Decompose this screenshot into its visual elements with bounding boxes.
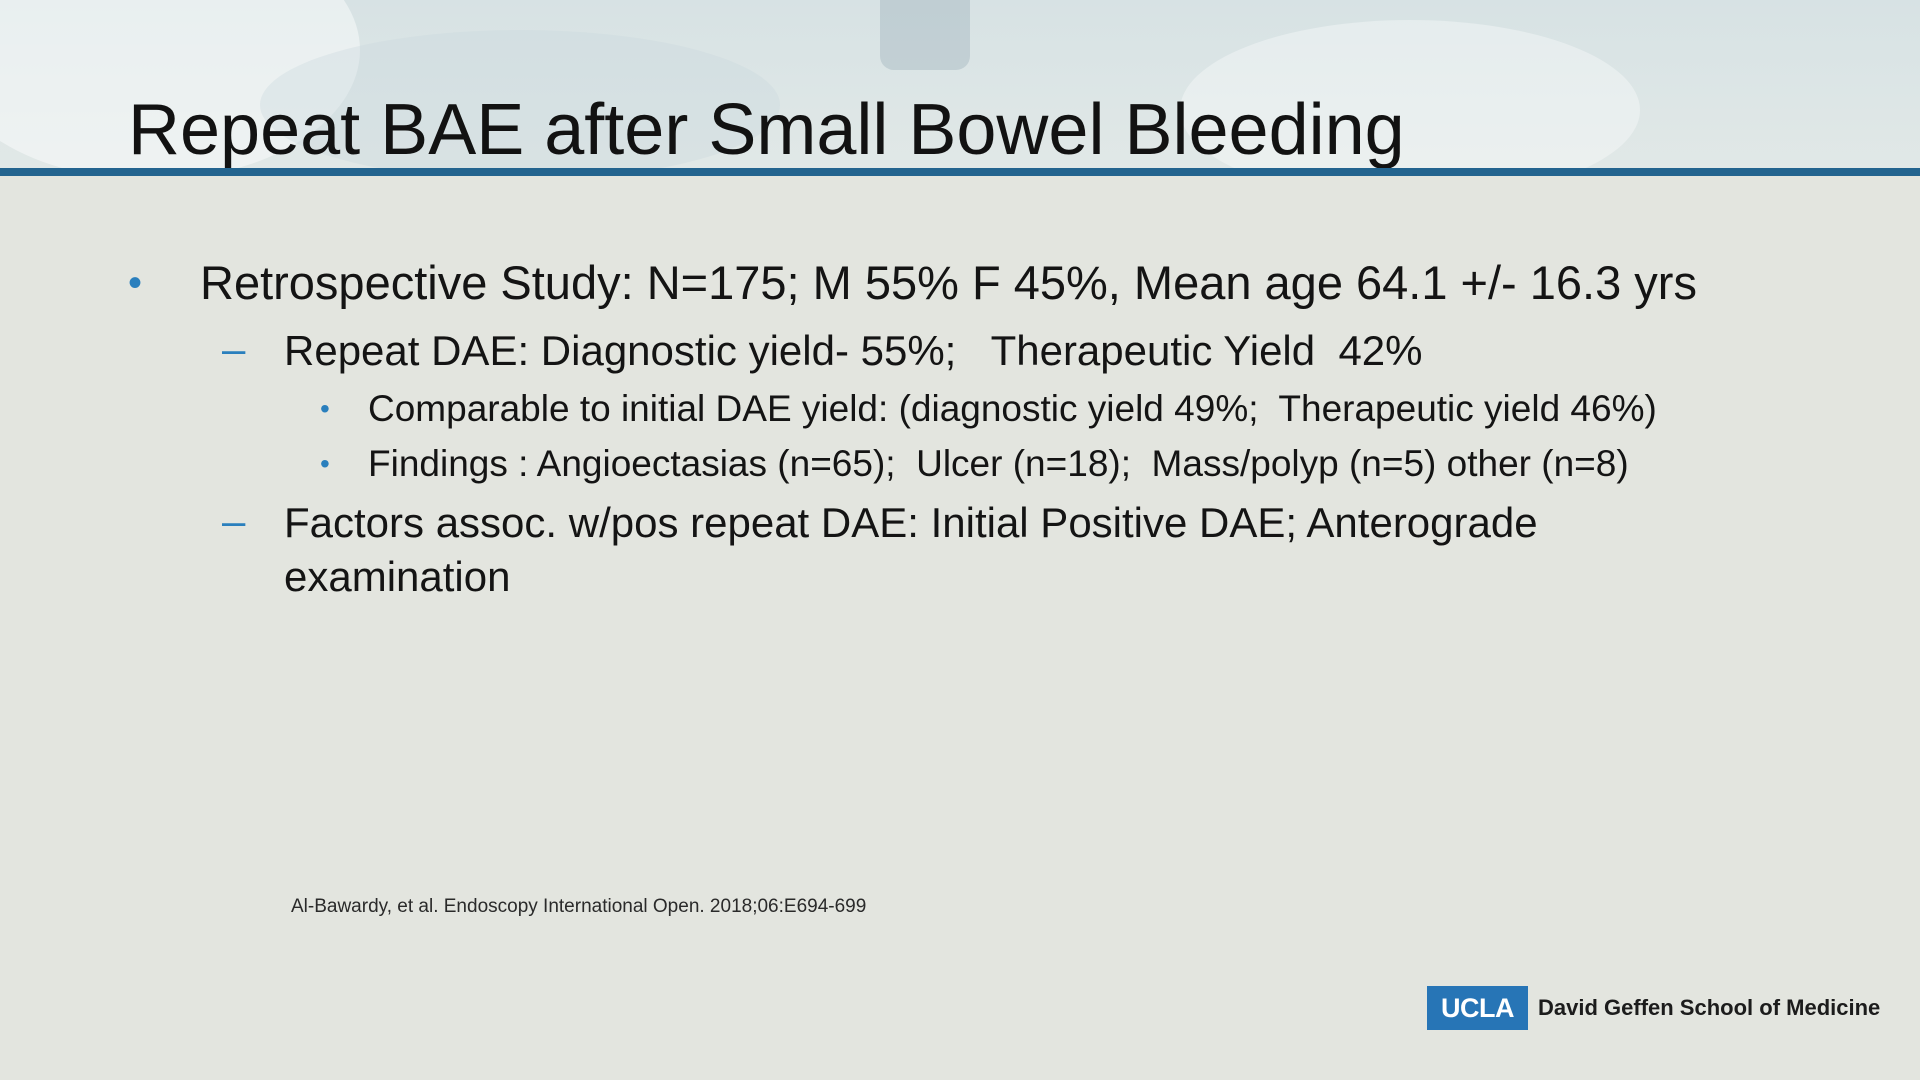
footer-branding: UCLA David Geffen School of Medicine [1427,986,1880,1030]
school-name: David Geffen School of Medicine [1538,995,1881,1020]
bullet-item-level3: • Comparable to initial DAE yield: (diag… [320,386,1657,432]
bullet-item-level3: • Findings : Angioectasias (n=65); Ulcer… [320,441,1629,487]
bullet-text: Factors assoc. w/pos repeat DAE: Initial… [284,499,1538,600]
background-shape [1180,20,1640,170]
bullet-text: Findings : Angioectasias (n=65); Ulcer (… [368,443,1629,484]
header-background-image [0,0,1920,170]
bullet-item-level2: – Repeat DAE: Diagnostic yield- 55%; The… [222,324,1423,378]
background-shape [260,30,780,170]
bullet-text: Retrospective Study: N=175; M 55% F 45%,… [200,256,1697,309]
citation: Al-Bawardy, et al. Endoscopy Internation… [291,896,867,917]
bullet-item-level1: • Retrospective Study: N=175; M 55% F 45… [128,255,1697,311]
ucla-logo: UCLA [1427,986,1528,1030]
bullet-dot-icon: • [128,261,143,305]
dash-icon: – [222,497,246,544]
bullet-text: Comparable to initial DAE yield: (diagno… [368,388,1657,429]
title-underline [0,168,1920,176]
slide-title: Repeat BAE after Small Bowel Bleeding [128,90,1405,170]
bullet-dot-icon: • [320,393,330,424]
bullet-text: Repeat DAE: Diagnostic yield- 55%; Thera… [284,327,1423,374]
bullet-dot-icon: • [320,448,330,479]
dash-icon: – [222,325,246,372]
background-shape [880,0,970,70]
bullet-item-level2: – Factors assoc. w/pos repeat DAE: Initi… [222,496,1684,604]
